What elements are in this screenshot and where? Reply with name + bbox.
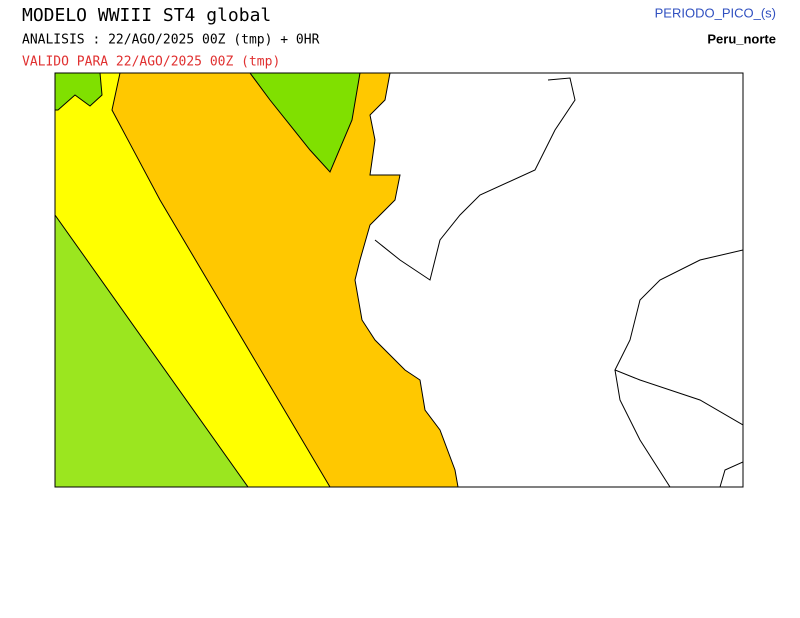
field-green-top: [249, 73, 361, 173]
field-green: [55, 214, 249, 487]
valid-line: VALIDO PARA 22/AGO/2025 00Z (tmp): [22, 55, 280, 70]
border-ecuador-peru: [374, 77, 576, 281]
map-field: [55, 73, 743, 487]
border-inner: [614, 369, 743, 487]
map-frame: [54, 72, 744, 488]
variable-label: PERIODO_PICO_(s): [655, 5, 776, 20]
region-label: Peru_norte: [707, 31, 776, 46]
title: MODELO WWIII ST4 global: [22, 5, 271, 26]
analysis-line: ANALISIS : 22/AGO/2025 00Z (tmp) + 0HR: [22, 33, 320, 48]
land: [354, 73, 743, 487]
border-peru-brazil: [614, 249, 743, 426]
